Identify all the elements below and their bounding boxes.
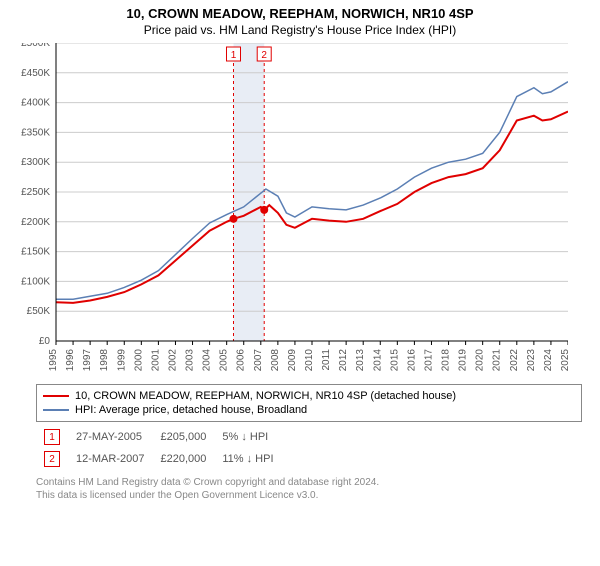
footer-line-1: Contains HM Land Registry data © Crown c… <box>36 476 582 489</box>
svg-text:2019: 2019 <box>458 349 469 372</box>
legend-swatch <box>43 409 69 411</box>
event-date: 12-MAR-2007 <box>68 448 152 470</box>
svg-text:£250K: £250K <box>21 187 50 198</box>
svg-text:2009: 2009 <box>287 349 298 372</box>
svg-text:2024: 2024 <box>543 349 554 372</box>
legend-label: HPI: Average price, detached house, Broa… <box>75 404 307 416</box>
chart-title: 10, CROWN MEADOW, REEPHAM, NORWICH, NR10… <box>0 6 600 21</box>
event-marker-cell: 1 <box>36 426 68 448</box>
chart-container: £0 £50K £100K £150K £200K £250K £300K £350K £400… <box>8 43 600 378</box>
svg-text:2015: 2015 <box>389 349 400 372</box>
svg-text:2004: 2004 <box>202 349 213 372</box>
svg-text:£300K: £300K <box>21 157 50 168</box>
event-delta: 11% ↓ HPI <box>214 448 281 470</box>
svg-text:£150K: £150K <box>21 247 50 258</box>
svg-text:£500K: £500K <box>21 43 50 49</box>
svg-text:£100K: £100K <box>21 276 50 287</box>
footer-line-2: This data is licensed under the Open Gov… <box>36 489 582 502</box>
svg-text:1995: 1995 <box>48 349 59 372</box>
svg-text:2003: 2003 <box>185 349 196 372</box>
chart-subtitle: Price paid vs. HM Land Registry's House … <box>0 23 600 37</box>
svg-text:1996: 1996 <box>65 349 76 372</box>
event-price: £220,000 <box>152 448 214 470</box>
event-marker-cell: 2 <box>36 448 68 470</box>
svg-text:2007: 2007 <box>253 349 264 372</box>
event-marker: 1 <box>44 429 60 445</box>
svg-text:£350K: £350K <box>21 127 50 138</box>
svg-text:2018: 2018 <box>441 349 452 372</box>
footer-note: Contains HM Land Registry data © Crown c… <box>36 476 582 502</box>
svg-text:2014: 2014 <box>372 349 383 372</box>
svg-text:2010: 2010 <box>304 349 315 372</box>
event-price: £205,000 <box>152 426 214 448</box>
svg-text:2021: 2021 <box>492 349 503 372</box>
svg-text:2022: 2022 <box>509 349 520 372</box>
svg-text:£0: £0 <box>39 336 51 347</box>
legend-item: HPI: Average price, detached house, Broa… <box>43 403 575 417</box>
svg-text:2: 2 <box>261 50 267 61</box>
svg-text:2016: 2016 <box>406 349 417 372</box>
event-row: 1 27-MAY-2005£205,0005% ↓ HPI <box>36 426 282 448</box>
svg-text:2025: 2025 <box>560 349 568 372</box>
svg-text:2002: 2002 <box>167 349 178 372</box>
svg-text:2000: 2000 <box>133 349 144 372</box>
svg-text:1998: 1998 <box>99 349 110 372</box>
event-marker: 2 <box>44 451 60 467</box>
price-chart: £0 £50K £100K £150K £200K £250K £300K £350K £400… <box>8 43 568 373</box>
svg-text:2020: 2020 <box>475 349 486 372</box>
svg-text:£50K: £50K <box>27 306 51 317</box>
legend-item: 10, CROWN MEADOW, REEPHAM, NORWICH, NR10… <box>43 389 575 403</box>
svg-text:2017: 2017 <box>423 349 434 372</box>
svg-text:2001: 2001 <box>150 349 161 372</box>
svg-text:£400K: £400K <box>21 98 50 109</box>
svg-text:2008: 2008 <box>270 349 281 372</box>
svg-text:2011: 2011 <box>321 349 332 371</box>
event-date: 27-MAY-2005 <box>68 426 152 448</box>
svg-text:1997: 1997 <box>82 349 93 372</box>
svg-text:1: 1 <box>231 50 237 61</box>
svg-text:£200K: £200K <box>21 217 50 228</box>
event-row: 2 12-MAR-2007£220,00011% ↓ HPI <box>36 448 282 470</box>
svg-text:2013: 2013 <box>355 349 366 372</box>
event-delta: 5% ↓ HPI <box>214 426 281 448</box>
legend: 10, CROWN MEADOW, REEPHAM, NORWICH, NR10… <box>36 384 582 422</box>
svg-text:2006: 2006 <box>236 349 247 372</box>
svg-text:2023: 2023 <box>526 349 537 372</box>
svg-text:1999: 1999 <box>116 349 127 372</box>
svg-text:2012: 2012 <box>338 349 349 372</box>
legend-swatch <box>43 395 69 397</box>
legend-label: 10, CROWN MEADOW, REEPHAM, NORWICH, NR10… <box>75 390 456 402</box>
svg-text:£450K: £450K <box>21 68 50 79</box>
svg-text:2005: 2005 <box>219 349 230 372</box>
events-table: 1 27-MAY-2005£205,0005% ↓ HPI 2 12-MAR-2007… <box>36 426 282 470</box>
